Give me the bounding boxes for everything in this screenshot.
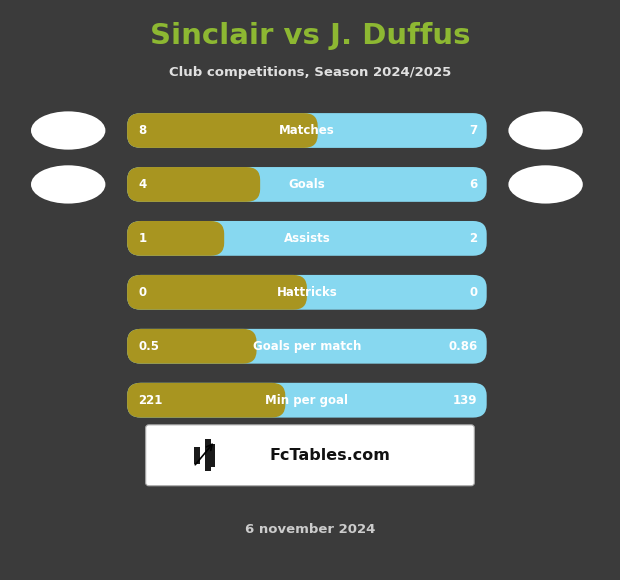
Text: 4: 4 bbox=[138, 178, 146, 191]
Text: 1: 1 bbox=[138, 232, 146, 245]
FancyBboxPatch shape bbox=[205, 440, 211, 471]
Text: 6: 6 bbox=[469, 178, 477, 191]
FancyBboxPatch shape bbox=[127, 275, 307, 310]
Text: Hattricks: Hattricks bbox=[277, 286, 337, 299]
Text: Min per goal: Min per goal bbox=[265, 394, 348, 407]
Text: Goals per match: Goals per match bbox=[253, 340, 361, 353]
FancyBboxPatch shape bbox=[127, 383, 487, 418]
Text: 0.5: 0.5 bbox=[138, 340, 159, 353]
FancyBboxPatch shape bbox=[127, 113, 317, 148]
Ellipse shape bbox=[508, 111, 583, 150]
Ellipse shape bbox=[31, 111, 105, 150]
Text: 0: 0 bbox=[138, 286, 146, 299]
Text: FcTables.com: FcTables.com bbox=[270, 448, 391, 463]
Text: 6 november 2024: 6 november 2024 bbox=[245, 523, 375, 536]
Text: 221: 221 bbox=[138, 394, 162, 407]
Text: Matches: Matches bbox=[279, 124, 335, 137]
FancyBboxPatch shape bbox=[127, 221, 224, 256]
FancyBboxPatch shape bbox=[194, 447, 200, 464]
Text: 8: 8 bbox=[138, 124, 146, 137]
FancyBboxPatch shape bbox=[127, 329, 487, 364]
FancyBboxPatch shape bbox=[127, 383, 285, 418]
FancyBboxPatch shape bbox=[127, 275, 487, 310]
FancyBboxPatch shape bbox=[127, 221, 487, 256]
Text: 2: 2 bbox=[469, 232, 477, 245]
Ellipse shape bbox=[31, 165, 105, 204]
Text: Goals: Goals bbox=[288, 178, 326, 191]
FancyBboxPatch shape bbox=[127, 167, 260, 202]
FancyBboxPatch shape bbox=[127, 329, 257, 364]
Text: Club competitions, Season 2024/2025: Club competitions, Season 2024/2025 bbox=[169, 66, 451, 79]
Text: 139: 139 bbox=[453, 394, 477, 407]
FancyBboxPatch shape bbox=[146, 425, 474, 486]
Text: 7: 7 bbox=[469, 124, 477, 137]
Text: Sinclair vs J. Duffus: Sinclair vs J. Duffus bbox=[150, 22, 470, 50]
Text: 0: 0 bbox=[469, 286, 477, 299]
FancyBboxPatch shape bbox=[127, 167, 487, 202]
Ellipse shape bbox=[508, 165, 583, 204]
Text: 0.86: 0.86 bbox=[448, 340, 477, 353]
Text: Assists: Assists bbox=[283, 232, 330, 245]
FancyBboxPatch shape bbox=[127, 113, 487, 148]
FancyBboxPatch shape bbox=[210, 444, 216, 467]
